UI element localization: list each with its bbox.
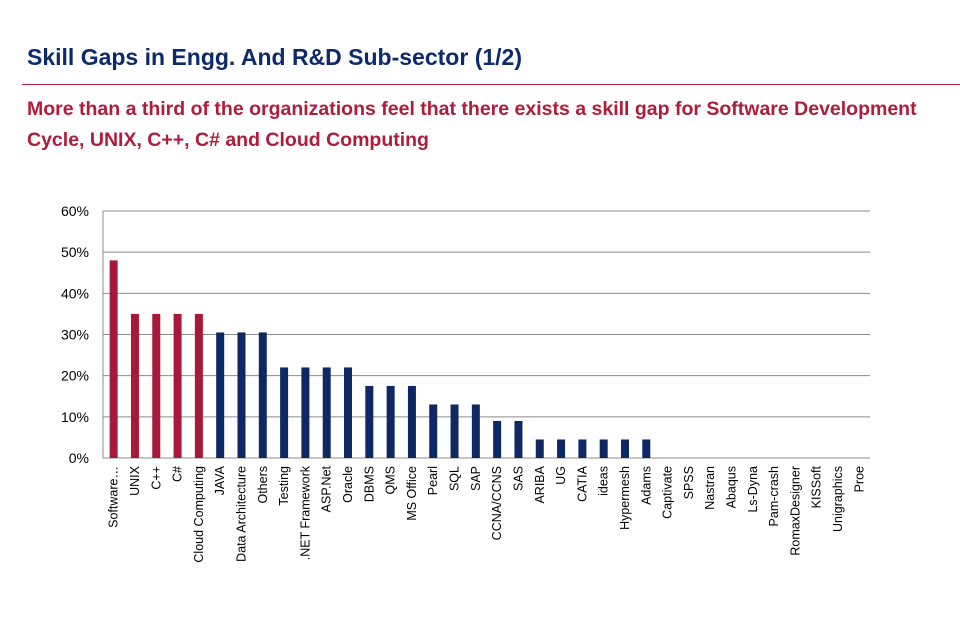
x-category-label: Pearl: [426, 466, 440, 495]
x-category-label: DBMS: [362, 466, 376, 502]
x-category-label: Hypermesh: [618, 466, 632, 530]
title-divider: [22, 84, 960, 85]
bar: [130, 313, 139, 458]
bar: [599, 439, 608, 458]
x-category-label: KISSoft: [810, 465, 824, 508]
x-category-label: Ls-Dyna: [746, 466, 760, 513]
bar: [471, 404, 480, 458]
bar: [216, 332, 225, 458]
x-category-label: Testing: [277, 466, 291, 506]
x-category-label: QMS: [384, 466, 398, 494]
bar: [109, 260, 118, 458]
bar: [578, 439, 587, 458]
bar: [429, 404, 438, 458]
bar: [620, 439, 629, 458]
bar: [344, 367, 353, 458]
x-category-label: ideas: [597, 466, 611, 496]
bar: [365, 385, 374, 458]
bars: [109, 260, 651, 458]
bar: [280, 367, 289, 458]
x-category-label: Data Architecture: [234, 466, 248, 562]
bar: [152, 313, 161, 458]
slide-subtitle: More than a third of the organizations f…: [27, 98, 917, 151]
x-category-label: Cloud Computing: [192, 466, 206, 563]
y-tick-label: 20%: [61, 368, 89, 384]
bar: [237, 332, 246, 458]
y-tick-label: 0%: [69, 450, 89, 466]
x-category-label: ASP.Net: [320, 465, 334, 512]
x-category-label: Software…: [107, 466, 121, 528]
x-category-label: SAS: [511, 466, 525, 491]
x-category-label: UG: [554, 466, 568, 485]
x-category-label: Pam-crash: [767, 466, 781, 526]
x-category-label: UNIX: [128, 465, 142, 496]
bar: [386, 385, 395, 458]
bar: [194, 313, 203, 458]
x-category-label: CATIA: [575, 465, 589, 502]
bar: [322, 367, 331, 458]
x-category-label: C#: [171, 466, 185, 482]
x-category-label: RomaxDesigner: [788, 466, 802, 556]
bar: [301, 367, 310, 458]
bar: [514, 420, 523, 458]
x-category-label: CCNA/CCNS: [490, 466, 504, 540]
bar: [173, 313, 182, 458]
y-tick-label: 50%: [61, 244, 89, 260]
bar: [493, 420, 502, 458]
y-tick-label: 40%: [61, 285, 89, 301]
x-category-label: SQL: [448, 466, 462, 491]
x-category-label: MS Office: [405, 466, 419, 521]
x-category-label: Unigraphics: [831, 466, 845, 532]
x-category-label: Nastran: [703, 466, 717, 510]
x-axis-labels: Software… UNIX C++ C# Cloud Computing JAVA Dat…: [107, 465, 867, 562]
gridlines: [102, 210, 870, 459]
bar: [258, 332, 267, 458]
x-category-label: ARIBA: [533, 465, 547, 503]
x-category-label: SPSS: [682, 466, 696, 499]
x-category-label: SAP: [469, 466, 483, 491]
x-category-label: JAVA: [213, 465, 227, 495]
bar: [557, 439, 566, 458]
x-category-label: Others: [256, 466, 270, 504]
page-title: Skill Gaps in Engg. And R&D Sub-sector (…: [27, 44, 522, 70]
x-category-label: C++: [149, 466, 163, 490]
y-tick-label: 10%: [61, 409, 89, 425]
x-category-label: .NET Framework: [298, 465, 312, 560]
x-category-label: Oracle: [341, 466, 355, 503]
y-tick-label: 30%: [61, 327, 89, 343]
x-category-label: Proe: [852, 466, 866, 492]
y-axis-ticks: 0% 10% 20% 30% 40% 50% 60%: [61, 203, 89, 466]
bar: [450, 404, 459, 458]
x-category-label: Abaqus: [725, 466, 739, 508]
x-category-label: Adams: [639, 466, 653, 505]
bar: [407, 385, 416, 458]
bar: [642, 439, 651, 458]
y-tick-label: 60%: [61, 203, 89, 219]
x-category-label: Captivate: [661, 466, 675, 519]
bar: [535, 439, 544, 458]
